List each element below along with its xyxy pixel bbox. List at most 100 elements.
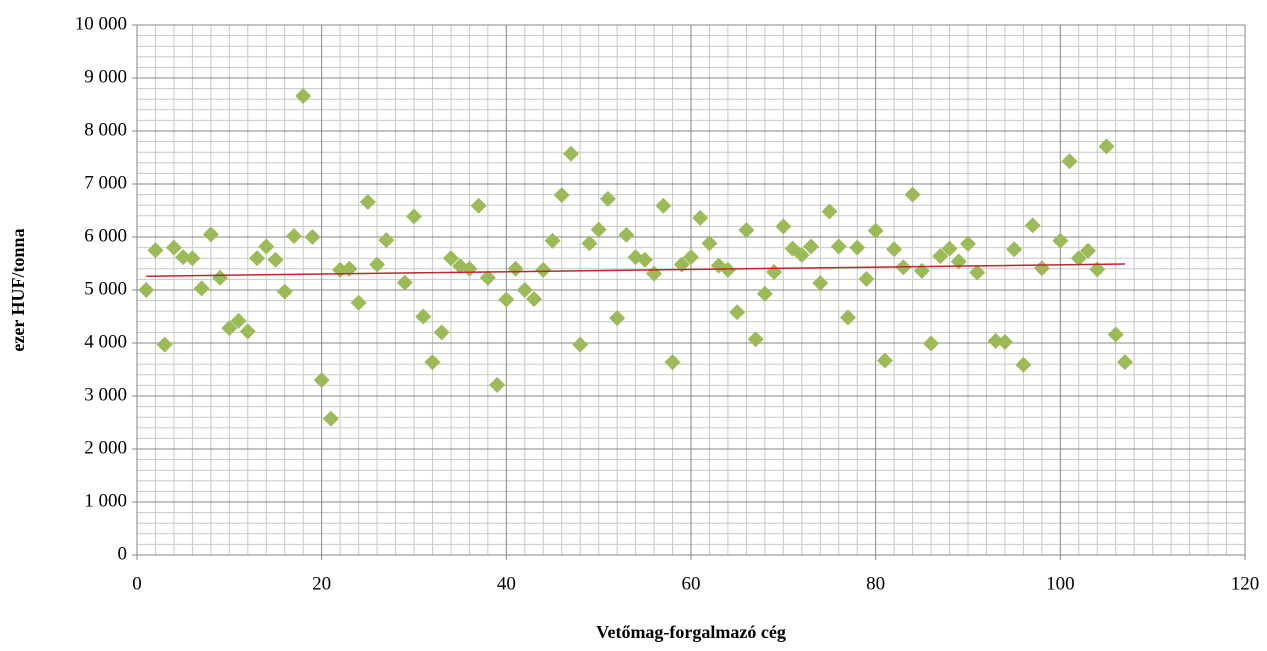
x-tick-label: 0	[132, 573, 142, 594]
point	[830, 238, 847, 255]
point	[1089, 261, 1106, 278]
point	[396, 274, 413, 291]
point	[433, 324, 450, 341]
point	[719, 261, 736, 278]
point	[673, 256, 690, 273]
point	[442, 250, 459, 267]
point	[156, 336, 173, 353]
point	[406, 208, 422, 225]
point	[138, 282, 155, 298]
point	[867, 222, 884, 239]
point	[636, 251, 653, 268]
point	[803, 238, 820, 255]
point	[212, 269, 229, 286]
point	[913, 262, 930, 279]
x-tick-label: 40	[497, 573, 516, 594]
point	[322, 410, 339, 427]
point	[766, 263, 783, 280]
point	[950, 253, 967, 270]
point	[1024, 217, 1041, 234]
point	[1070, 250, 1087, 267]
point	[239, 323, 256, 340]
point	[1033, 260, 1050, 277]
point	[535, 261, 552, 278]
y-tick-label: 5 000	[84, 278, 127, 299]
point	[221, 320, 238, 337]
point	[276, 283, 293, 300]
point	[932, 248, 949, 265]
y-tick-label: 0	[118, 543, 128, 564]
point	[812, 275, 829, 292]
point	[341, 260, 358, 277]
point	[941, 240, 958, 257]
x-axis-label: Vetőmag-forgalmazó cég	[596, 622, 786, 642]
point	[590, 221, 607, 238]
point	[572, 336, 589, 353]
point	[498, 291, 515, 308]
point	[599, 190, 616, 207]
point	[516, 282, 533, 298]
x-tick-label: 120	[1231, 573, 1260, 594]
point	[304, 229, 321, 245]
point	[960, 235, 976, 252]
point	[664, 354, 681, 371]
point	[775, 218, 792, 235]
point	[175, 249, 192, 266]
point	[1006, 241, 1023, 258]
point	[886, 241, 903, 258]
point	[876, 352, 893, 369]
point	[147, 242, 164, 259]
point	[1080, 242, 1097, 259]
point	[489, 376, 506, 393]
y-tick-label: 1 000	[84, 490, 127, 511]
point	[1052, 232, 1069, 249]
y-tick-label: 4 000	[84, 331, 127, 352]
point	[1015, 356, 1032, 373]
y-tick-label: 9 000	[84, 66, 127, 87]
point	[470, 197, 487, 214]
point	[581, 235, 598, 252]
point	[285, 227, 302, 244]
point	[184, 250, 201, 267]
y-axis-label: ezer HUF/tonna	[8, 228, 28, 351]
point	[230, 312, 247, 329]
point	[618, 226, 635, 243]
point	[996, 333, 1013, 350]
point	[987, 332, 1004, 349]
x-tick-label: 80	[866, 573, 885, 594]
y-tick-label: 7 000	[84, 172, 127, 193]
point	[369, 256, 386, 273]
point	[793, 247, 810, 264]
x-tick-label: 60	[682, 573, 701, 594]
point	[1107, 326, 1124, 343]
point	[1061, 153, 1078, 170]
x-tick-label: 20	[312, 573, 331, 594]
y-tick-label: 3 000	[84, 384, 127, 405]
point	[738, 222, 755, 239]
point	[923, 335, 940, 352]
point	[544, 232, 561, 249]
point	[969, 264, 986, 281]
point	[415, 308, 432, 325]
point	[165, 239, 182, 256]
point	[350, 294, 367, 311]
y-tick-label: 6 000	[84, 225, 127, 246]
point	[655, 197, 672, 214]
point	[609, 310, 626, 327]
point	[1116, 354, 1133, 371]
point	[747, 331, 764, 348]
point	[359, 194, 376, 211]
point	[295, 88, 312, 105]
point	[313, 372, 330, 389]
point	[858, 270, 875, 287]
point	[904, 186, 921, 203]
point	[701, 235, 718, 252]
point	[193, 280, 210, 297]
y-tick-label: 8 000	[84, 119, 127, 140]
point	[849, 239, 866, 256]
point	[479, 269, 496, 286]
point	[378, 232, 395, 249]
point	[424, 354, 441, 371]
point	[526, 291, 543, 308]
